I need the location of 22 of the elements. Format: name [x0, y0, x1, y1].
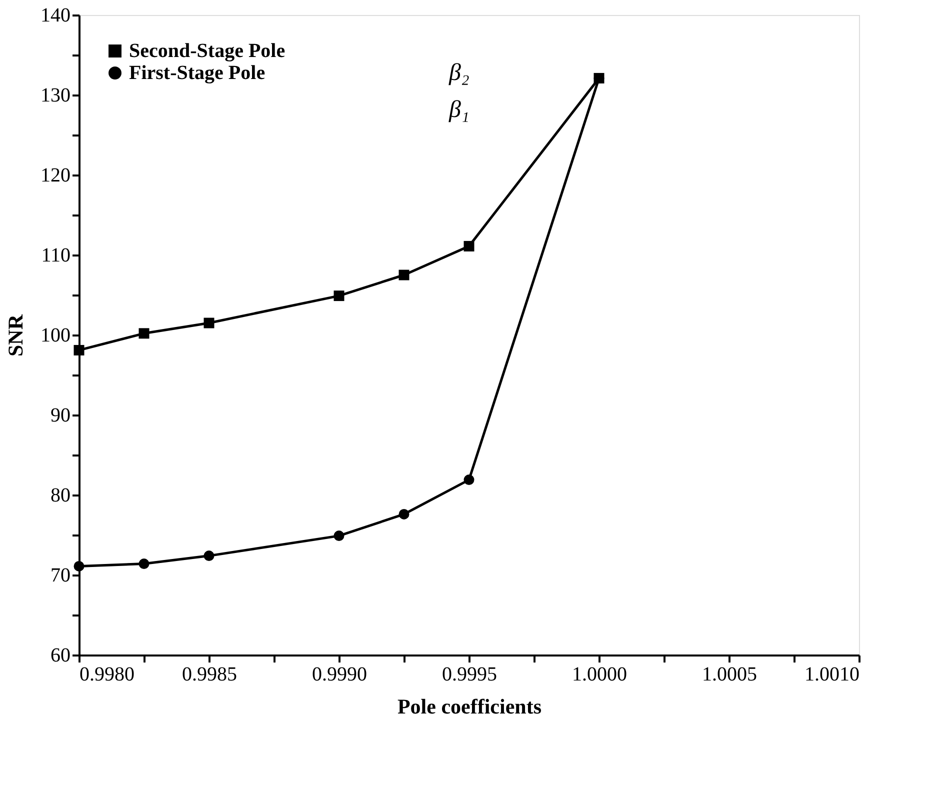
legend-label: First-Stage Pole: [129, 62, 266, 84]
x-tick-label: 1.0000: [572, 664, 627, 686]
legend-label: Second-Stage Pole: [129, 40, 286, 62]
y-axis-title: SNR: [4, 314, 28, 357]
y-tick-label: 130: [40, 84, 70, 106]
x-tick-label: 0.9995: [442, 664, 497, 686]
x-tick-label: 0.9985: [182, 664, 237, 686]
y-tick-label: 120: [40, 164, 70, 186]
y-tick-label: 140: [40, 4, 70, 26]
y-tick-label: 60: [50, 644, 70, 666]
annotation: β₂: [448, 60, 470, 86]
y-tick-label: 110: [41, 244, 70, 266]
x-tick-label: 1.0005: [702, 664, 757, 686]
x-tick-label: 0.9980: [80, 664, 134, 686]
x-tick-label: 0.9990: [312, 664, 367, 686]
y-tick-label: 100: [40, 324, 70, 346]
y-tick-label: 80: [50, 484, 70, 506]
annotation: β₁: [448, 97, 470, 123]
x-tick-label: 1.0010: [804, 664, 860, 686]
x-axis-title: Pole coefficients: [397, 694, 542, 718]
y-tick-label: 90: [50, 404, 70, 426]
y-tick-label: 70: [50, 564, 70, 586]
